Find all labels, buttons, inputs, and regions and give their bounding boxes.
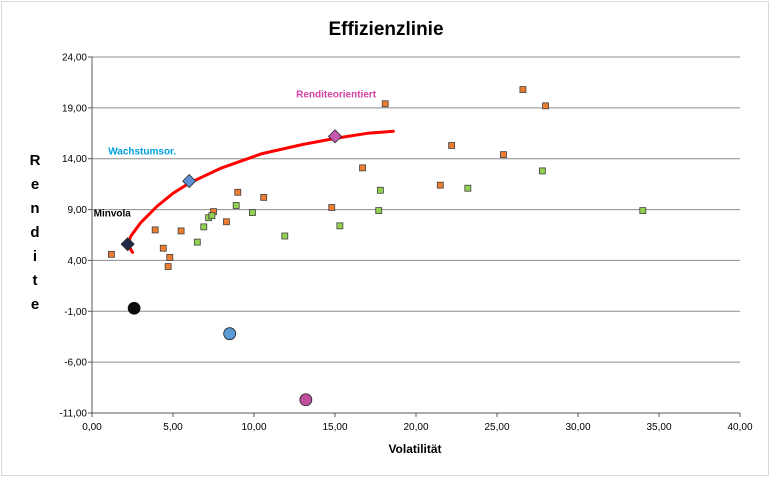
scatter-point — [281, 232, 289, 240]
chart-title: Effizienzlinie — [328, 19, 443, 40]
x-tick-label: 15,00 — [322, 422, 347, 433]
scatter-point — [151, 226, 159, 234]
scatter-point — [232, 202, 240, 209]
y-axis-title-letter: d — [30, 224, 39, 241]
scatter-point — [166, 253, 174, 261]
grid-lines — [92, 56, 740, 414]
scatter-point — [248, 209, 256, 217]
x-tick-label: 25,00 — [484, 422, 509, 433]
portfolio-marker — [120, 237, 135, 252]
y-tick-label: 24,00 — [62, 53, 87, 64]
annotation-label: Renditeorientiert — [296, 90, 377, 101]
x-tick-label: 30,00 — [565, 422, 590, 433]
y-tick-label: 9,00 — [68, 205, 88, 216]
portfolio-marker — [327, 129, 343, 144]
data-series — [108, 86, 647, 407]
scatter-point — [208, 212, 216, 220]
scatter-point — [375, 207, 383, 214]
scatter-point — [193, 238, 201, 246]
axes — [88, 56, 741, 417]
y-tick-label: -11,00 — [59, 409, 87, 420]
scatter-point — [639, 207, 647, 214]
y-axis-title-letter: n — [30, 200, 39, 217]
scatter-point — [328, 204, 336, 211]
scatter-point — [234, 188, 242, 196]
scatter-point — [376, 186, 384, 194]
scatter-point — [108, 250, 115, 258]
circle-point — [127, 301, 141, 315]
x-tick-label: 10,00 — [241, 422, 266, 433]
scatter-point — [519, 86, 527, 93]
scatter-point — [260, 193, 268, 201]
x-tick-label: 20,00 — [403, 422, 428, 433]
annotation-label: Minvola — [94, 209, 132, 220]
scatter-point — [164, 263, 172, 270]
circle-point — [299, 393, 313, 407]
x-tick-label: 5,00 — [163, 422, 183, 433]
y-axis-title-letter: i — [33, 248, 37, 265]
scatter-point — [500, 151, 507, 159]
y-axis-title-letter: R — [30, 152, 41, 169]
y-tick-label: -1,00 — [64, 307, 87, 318]
y-tick-label: 19,00 — [62, 103, 87, 114]
y-axis-title-letter: e — [31, 176, 39, 193]
scatter-point — [177, 227, 185, 235]
scatter-point — [381, 100, 389, 108]
y-tick-label: -6,00 — [64, 358, 87, 369]
circle-point — [223, 327, 237, 341]
tick-labels: -11,00 -6,00 -1,00 4,00 9,00 14,00 19,00 24,00 0… — [59, 53, 753, 434]
y-tick-label: 14,00 — [62, 154, 87, 165]
x-tick-label: 40,00 — [727, 422, 752, 433]
scatter-point — [436, 181, 444, 189]
portfolio-marker — [182, 174, 197, 189]
y-axis-title-letter: t — [33, 272, 38, 289]
x-tick-label: 0,00 — [82, 422, 102, 433]
scatter-point — [336, 222, 344, 230]
x-tick-label: 35,00 — [646, 422, 671, 433]
y-tick-label: 4,00 — [68, 256, 88, 267]
scatter-point — [159, 244, 167, 252]
scatter-point — [359, 164, 366, 172]
annotations: Renditeorientiert Wachstumsor. Minvola — [94, 90, 377, 220]
scatter-point — [448, 142, 456, 149]
scatter-point — [464, 184, 472, 192]
annotation-label: Wachstumsor. — [108, 147, 176, 158]
scatter-point — [538, 167, 546, 175]
scatter-point — [542, 102, 549, 110]
y-axis-title: Rendite — [30, 152, 41, 313]
x-axis-title: Volatilität — [388, 442, 441, 456]
scatter-point — [200, 223, 208, 231]
scatter-point — [223, 218, 230, 226]
y-axis-title-letter: e — [31, 296, 39, 313]
